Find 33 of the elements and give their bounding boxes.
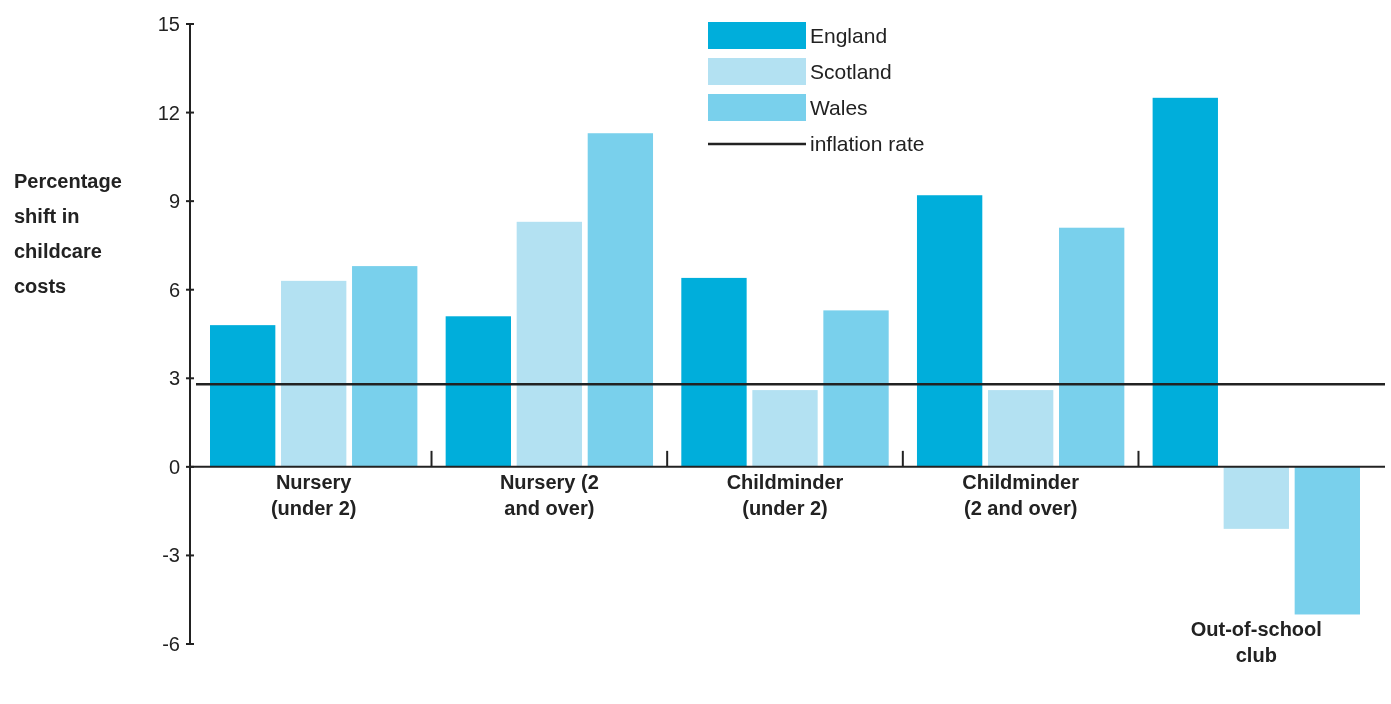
bar [1059, 227, 1125, 467]
bar [281, 280, 347, 467]
legend-label: Scotland [810, 60, 892, 84]
y-tick-label: 15 [157, 13, 180, 35]
bar [916, 195, 983, 467]
legend-label: Wales [810, 96, 868, 120]
bar [352, 266, 418, 467]
y-tick-label: -3 [162, 544, 180, 567]
bar [587, 133, 654, 467]
y-tick-label: 0 [168, 455, 180, 478]
y-tick-label: -6 [162, 633, 180, 655]
bar [1294, 466, 1360, 615]
bar [752, 390, 818, 467]
bar [1152, 97, 1218, 467]
legend-label: inflation rate [810, 132, 925, 156]
y-tick-label: 12 [157, 101, 180, 124]
x-tick-label: Nursery (under 2) [270, 470, 357, 519]
legend-label: England [810, 24, 888, 48]
bar [987, 390, 1054, 467]
x-tick-label: Out-of-school club [1190, 618, 1322, 667]
y-tick-label: 6 [168, 278, 180, 301]
bar [210, 325, 276, 467]
bar [823, 310, 889, 467]
y-axis-title: Percentage shift in childcare costs [14, 170, 122, 297]
y-tick-label: 3 [168, 367, 180, 390]
x-tick-label: Childminder (under 2) [726, 470, 844, 519]
bar [516, 221, 583, 467]
x-tick-label: Childminder (2 and over) [962, 470, 1080, 519]
bar [1223, 466, 1289, 529]
bar [681, 277, 747, 467]
bar [445, 316, 511, 467]
y-tick-label: 9 [168, 190, 180, 213]
x-tick-label: Nursery (2 and over) [499, 470, 599, 519]
